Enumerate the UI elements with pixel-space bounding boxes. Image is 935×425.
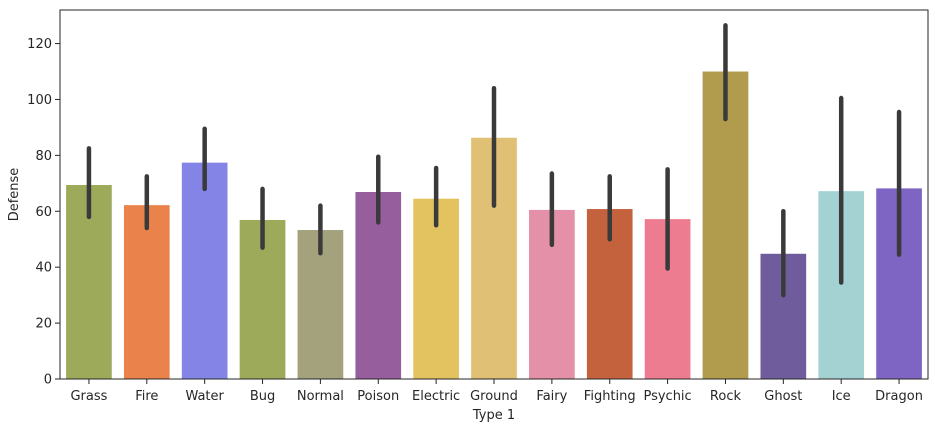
x-tick-label: Ice (832, 389, 851, 404)
y-axis-label: Defense (7, 168, 22, 222)
y-tick-label: 20 (35, 317, 52, 332)
bar-fire (123, 204, 171, 380)
error-bars-group (86, 23, 902, 298)
x-tick-label: Water (185, 389, 224, 404)
x-tick-label: Rock (710, 389, 742, 404)
x-tick-label: Fire (135, 389, 158, 404)
y-tick-label: 0 (44, 373, 52, 388)
x-tick-label: Dragon (875, 389, 923, 404)
x-tick-label: Grass (70, 389, 107, 404)
y-tick-label: 100 (27, 93, 52, 108)
y-axis: 0 20 40 60 80 100 120 (27, 37, 60, 388)
y-tick-label: 120 (27, 37, 52, 52)
x-tick-label: Ground (470, 389, 518, 404)
x-tick-label: Poison (357, 389, 399, 404)
x-tick-label: Ghost (764, 389, 802, 404)
y-tick-label: 60 (35, 205, 52, 220)
x-tick-label: Electric (412, 389, 460, 404)
y-tick-label: 80 (35, 149, 52, 164)
x-tick-label: Normal (297, 389, 344, 404)
x-tick-label: Fighting (584, 389, 636, 404)
bar-electric (412, 198, 460, 380)
x-tick-label: Psychic (643, 389, 691, 404)
bar-rock (702, 70, 749, 380)
x-tick-label: Fairy (536, 389, 567, 404)
x-axis-label: Type 1 (472, 408, 515, 423)
x-axis: Grass Fire Water Bug Normal Poison Electric Gro… (70, 379, 923, 404)
bar-water (181, 162, 229, 380)
y-tick-label: 40 (35, 261, 52, 276)
x-tick-label: Bug (250, 389, 275, 404)
